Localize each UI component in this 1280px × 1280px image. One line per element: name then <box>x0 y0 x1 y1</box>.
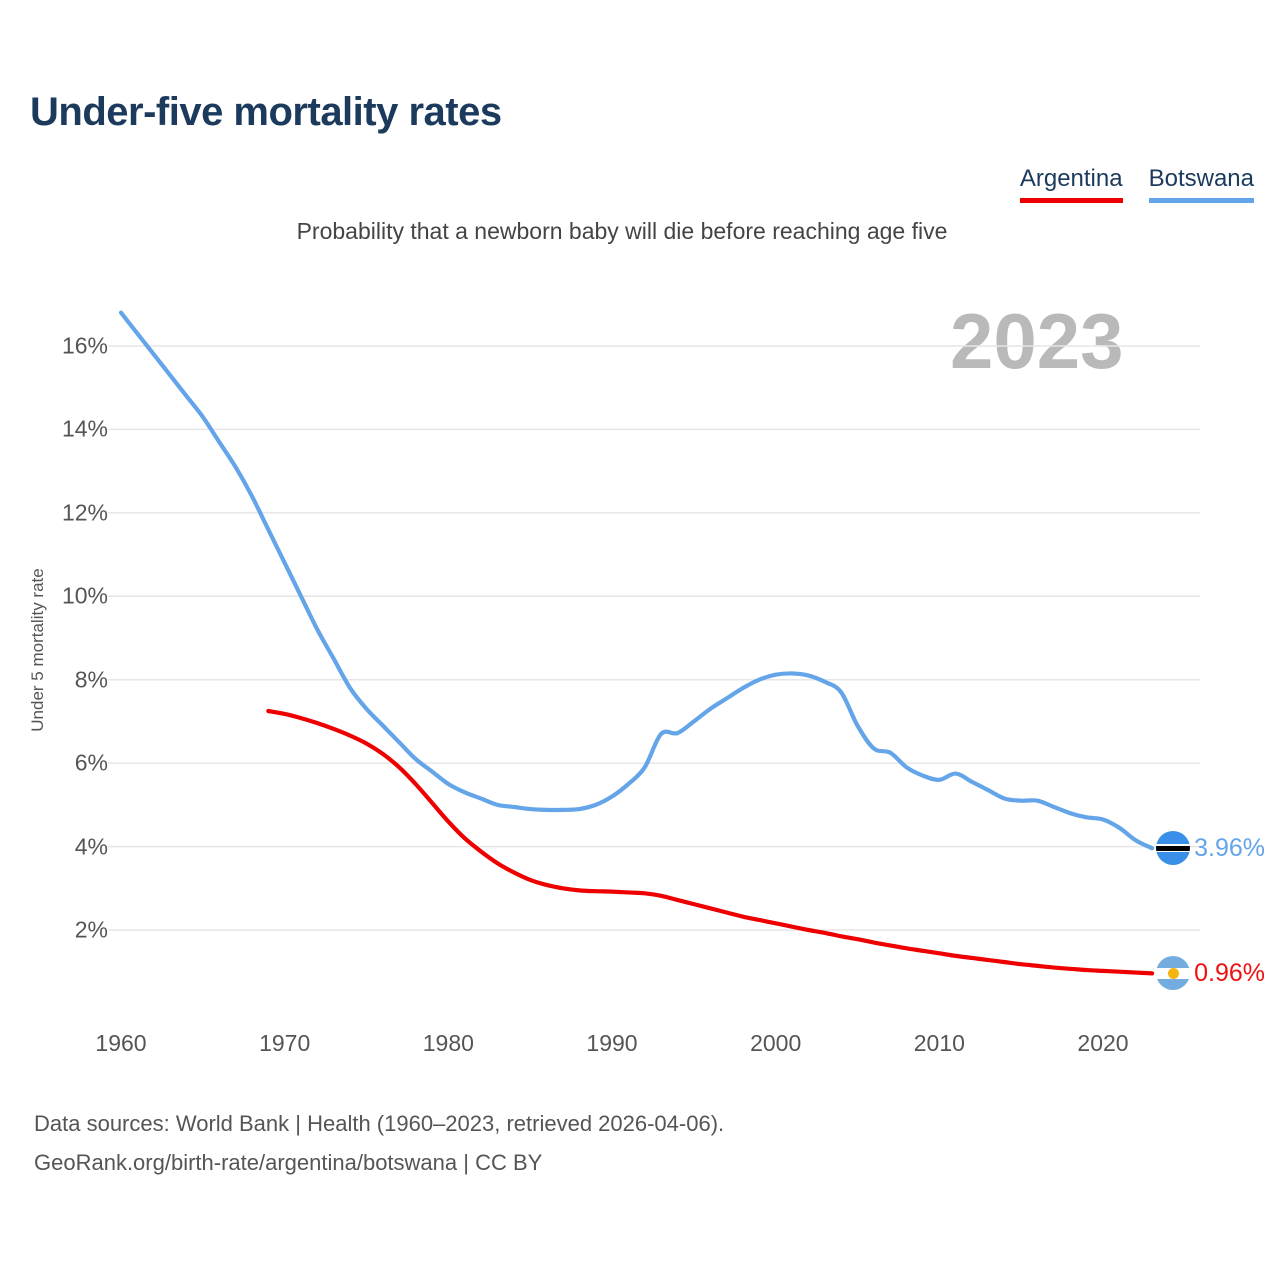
chart-subtitle: Probability that a newborn baby will die… <box>296 218 948 244</box>
y-tick-label: 12% <box>61 499 108 526</box>
x-tick-label: 2010 <box>913 1030 965 1056</box>
legend-item-botswana[interactable]: Botswana <box>1148 166 1254 204</box>
x-tick-label: 1970 <box>259 1030 311 1056</box>
x-tick-label: 1990 <box>586 1030 638 1056</box>
x-tick-label: 2000 <box>750 1030 802 1056</box>
footer-line-1: Data sources: World Bank | Health (1960–… <box>34 1111 725 1136</box>
argentina-flag-icon <box>1156 956 1191 991</box>
series-line-botswana <box>118 310 1155 851</box>
y-tick-label: 16% <box>61 332 108 359</box>
y-tick-label: 8% <box>74 666 108 693</box>
botswana-flag-icon <box>1156 831 1191 866</box>
x-tick-label: 1960 <box>95 1030 147 1056</box>
end-label-argentina-value: 0.96% <box>1194 958 1265 987</box>
gridlines <box>108 345 1200 931</box>
footer: Data sources: World Bank | Health (1960–… <box>34 1105 724 1182</box>
year-watermark: 2023 <box>950 297 1124 385</box>
y-tick-label: 14% <box>61 415 108 442</box>
y-tick-label: 2% <box>74 916 108 943</box>
series-lines <box>118 310 1155 976</box>
x-tick-label: 1980 <box>422 1030 474 1056</box>
end-label-argentina: 0.96% <box>1156 956 1265 991</box>
series-line-argentina <box>266 708 1155 976</box>
end-label-botswana-value: 3.96% <box>1194 833 1265 862</box>
y-tick-label: 4% <box>74 833 108 860</box>
footer-line-2: GeoRank.org/birth-rate/argentina/botswan… <box>34 1149 543 1175</box>
x-tick-label: 2020 <box>1077 1030 1129 1056</box>
y-tick-label: 10% <box>61 582 108 609</box>
y-tick-label: 6% <box>74 749 108 776</box>
legend: Argentina Botswana <box>1019 166 1254 204</box>
legend-item-argentina[interactable]: Argentina <box>1019 166 1123 204</box>
y-axis-ticks: 2% 4% 6% 8% 10% 12% 14% 16% <box>0 0 108 1280</box>
end-label-botswana: 3.96% <box>1156 831 1265 866</box>
page-title: Under-five mortality rates <box>30 90 502 134</box>
